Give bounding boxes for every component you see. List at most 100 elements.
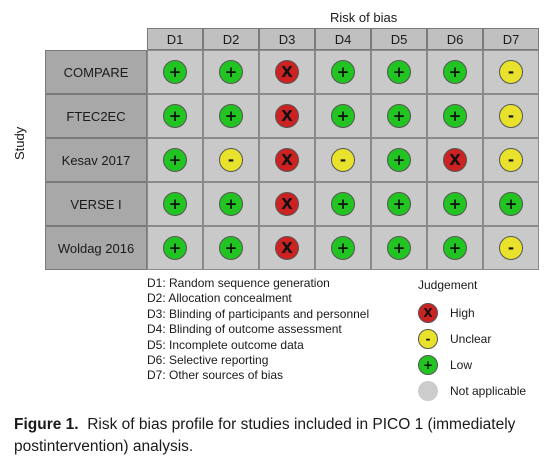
judgement-low-icon: + — [443, 104, 467, 128]
judgement-unclear-icon: - — [418, 329, 438, 349]
grid-cell: + — [315, 182, 371, 226]
study-label-3: VERSE I — [45, 182, 147, 226]
grid-cell: + — [427, 94, 483, 138]
judgement-unclear-icon: - — [499, 148, 523, 172]
grid-cell: + — [147, 138, 203, 182]
judgement-high-icon: X — [275, 104, 299, 128]
judgement-legend-item: + Low — [418, 353, 526, 377]
judgement-legend-item: Not applicable — [418, 379, 526, 403]
domain-description: D2: Allocation concealment — [147, 291, 292, 306]
grid-cell: + — [147, 226, 203, 270]
judgement-low-icon: + — [387, 236, 411, 260]
judgement-low-icon: + — [163, 192, 187, 216]
grid-cell: + — [371, 50, 427, 94]
judgement-low-icon: + — [163, 60, 187, 84]
judgement-na-icon — [418, 381, 438, 401]
judgement-low-icon: + — [163, 236, 187, 260]
judgement-legend-label: Low — [450, 358, 473, 372]
judgement-low-icon: + — [331, 104, 355, 128]
domain-header-d5: D5 — [371, 28, 427, 50]
domain-header-d4: D4 — [315, 28, 371, 50]
judgement-low-icon: + — [418, 355, 438, 375]
domain-header-d2: D2 — [203, 28, 259, 50]
risk-of-bias-grid: D1 D2 D3 D4 D5 D6 D7 COMPARE + + X + + + - FTEC2EC + + X + +… — [45, 28, 539, 270]
domain-description: D6: Selective reporting — [147, 353, 269, 368]
judgement-high-icon: X — [418, 303, 438, 323]
domain-description: D4: Blinding of outcome assessment — [147, 322, 342, 337]
caption-text: Risk of bias profile for studies include… — [14, 416, 516, 455]
judgement-low-icon: + — [219, 236, 243, 260]
grid-cell: + — [371, 138, 427, 182]
grid-cell: X — [259, 138, 315, 182]
judgement-low-icon: + — [443, 192, 467, 216]
grid-cell: + — [203, 94, 259, 138]
page-title: Risk of bias — [330, 10, 398, 25]
grid-cell: + — [147, 50, 203, 94]
domain-description: D5: Incomplete outcome data — [147, 337, 304, 352]
judgement-low-icon: + — [387, 148, 411, 172]
judgement-low-icon: + — [163, 148, 187, 172]
caption-label: Figure 1. — [14, 416, 79, 433]
judgement-low-icon: + — [331, 192, 355, 216]
judgement-legend-label: Unclear — [450, 332, 492, 346]
judgement-high-icon: X — [275, 60, 299, 84]
judgement-unclear-icon: - — [219, 148, 243, 172]
judgement-low-icon: + — [387, 192, 411, 216]
grid-cell: X — [427, 138, 483, 182]
domain-legend: D1: Random sequence generation D2: Alloca… — [147, 276, 369, 384]
judgement-legend-item: - Unclear — [418, 327, 526, 351]
judgement-high-icon: X — [275, 192, 299, 216]
grid-cell: + — [371, 226, 427, 270]
grid-cell: + — [483, 182, 539, 226]
domain-header-d6: D6 — [427, 28, 483, 50]
judgement-low-icon: + — [387, 104, 411, 128]
judgement-legend-label: Not applicable — [450, 384, 527, 398]
grid-cell: + — [427, 50, 483, 94]
judgement-legend-label: High — [450, 306, 475, 320]
judgement-low-icon: + — [443, 236, 467, 260]
judgement-low-icon: + — [163, 104, 187, 128]
domain-description: D7: Other sources of bias — [147, 368, 284, 383]
grid-cell: + — [315, 50, 371, 94]
judgement-high-icon: X — [443, 148, 467, 172]
judgement-unclear-icon: - — [499, 104, 523, 128]
judgement-low-icon: + — [219, 60, 243, 84]
domain-header-d1: D1 — [147, 28, 203, 50]
grid-cell: - — [483, 50, 539, 94]
judgement-low-icon: + — [331, 236, 355, 260]
judgement-low-icon: + — [219, 192, 243, 216]
grid-cell: X — [259, 50, 315, 94]
judgement-low-icon: + — [387, 60, 411, 84]
study-label-1: FTEC2EC — [45, 94, 147, 138]
grid-cell: - — [483, 94, 539, 138]
judgement-low-icon: + — [443, 60, 467, 84]
y-axis-label: Study — [12, 126, 27, 160]
judgement-low-icon: + — [331, 60, 355, 84]
grid-corner — [45, 28, 147, 50]
grid-cell: + — [147, 94, 203, 138]
judgement-legend-item: X High — [418, 301, 526, 325]
grid-cell: + — [203, 226, 259, 270]
judgement-legend: Judgement X High - Unclear + Low Not applicabl… — [418, 278, 526, 405]
domain-description: D1: Random sequence generation — [147, 276, 330, 290]
grid-cell: + — [203, 182, 259, 226]
grid-cell: X — [259, 94, 315, 138]
judgement-high-icon: X — [275, 236, 299, 260]
domain-header-d7: D7 — [483, 28, 539, 50]
judgement-legend-title: Judgement — [418, 278, 478, 292]
grid-cell: + — [315, 226, 371, 270]
study-label-4: Woldag 2016 — [45, 226, 147, 270]
grid-cell: + — [427, 182, 483, 226]
judgement-unclear-icon: - — [499, 236, 523, 260]
figure-caption: Figure 1. Risk of bias profile for studi… — [14, 414, 544, 458]
grid-cell: + — [203, 50, 259, 94]
judgement-low-icon: + — [219, 104, 243, 128]
grid-cell: - — [203, 138, 259, 182]
grid-cell: - — [483, 226, 539, 270]
domain-description: D3: Blinding of participants and personn… — [147, 306, 370, 321]
judgement-high-icon: X — [275, 148, 299, 172]
grid-cell: + — [315, 94, 371, 138]
judgement-unclear-icon: - — [331, 148, 355, 172]
grid-cell: + — [427, 226, 483, 270]
grid-cell: + — [371, 94, 427, 138]
